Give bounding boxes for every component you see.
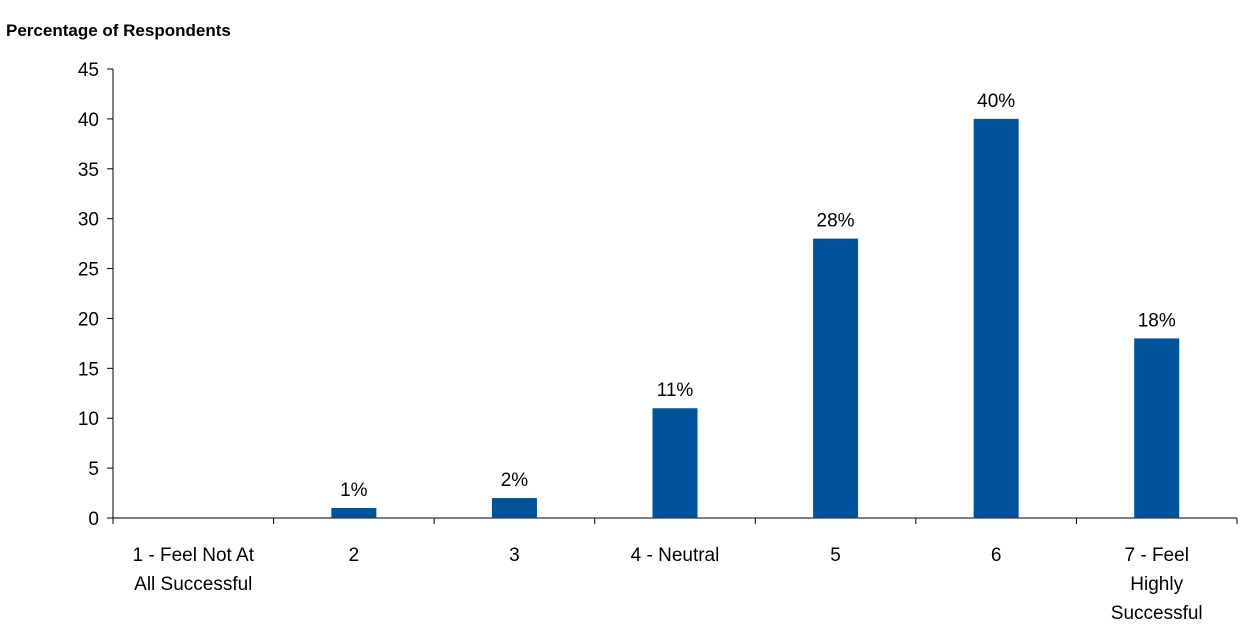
bar <box>813 238 859 518</box>
bar <box>491 498 537 518</box>
y-tick-label: 30 <box>78 210 99 231</box>
y-axis-title: Percentage of Respondents <box>6 21 231 40</box>
x-tick-label: 6 <box>991 545 1002 566</box>
y-tick-label: 5 <box>88 459 99 480</box>
x-tick-label-line: 3 <box>509 545 520 566</box>
x-tick-label-line: 1 - Feel Not At <box>133 545 255 566</box>
y-tick-label: 0 <box>88 509 99 530</box>
x-tick-label: 4 - Neutral <box>631 545 720 566</box>
data-label: 18% <box>1138 310 1176 331</box>
x-tick-label-line: 6 <box>991 545 1002 566</box>
data-labels: 1% 2% 11% 28% 40% 18% <box>340 91 1176 501</box>
x-tick-label-line: All Successful <box>134 574 252 595</box>
x-tick-label-line: Successful <box>1111 603 1203 624</box>
bars <box>331 118 1180 518</box>
y-tick-label: 35 <box>78 160 99 181</box>
x-tick-label-line: 7 - Feel <box>1125 545 1189 566</box>
y-tick-label: 15 <box>78 359 99 380</box>
data-label: 2% <box>501 470 529 491</box>
x-tick-label: 3 <box>509 545 520 566</box>
x-tick-label-line: Highly <box>1130 574 1183 595</box>
category-labels: 1 - Feel Not At All Successful 2 3 4 - Neutr… <box>133 545 1203 624</box>
data-label: 1% <box>340 480 368 501</box>
data-label: 40% <box>977 91 1015 112</box>
x-tick-label-line: 5 <box>830 545 841 566</box>
bar <box>331 508 377 518</box>
x-tick-label: 7 - Feel Highly Successful <box>1111 545 1203 624</box>
bar <box>652 408 698 518</box>
y-tick-label: 25 <box>78 260 99 281</box>
data-label: 11% <box>657 380 694 401</box>
y-tick-label: 20 <box>78 309 99 330</box>
y-ticks: 0 5 10 15 20 25 30 35 40 45 <box>78 60 113 530</box>
x-tick-label: 5 <box>830 545 841 566</box>
data-label: 28% <box>817 211 855 232</box>
y-tick-label: 10 <box>78 409 99 430</box>
y-tick-label: 45 <box>78 60 99 81</box>
x-tick-label: 1 - Feel Not At All Successful <box>133 545 255 595</box>
x-tick-label: 2 <box>349 545 360 566</box>
x-ticks <box>112 518 1238 524</box>
x-tick-label-line: 2 <box>349 545 360 566</box>
bar <box>1134 338 1180 518</box>
x-tick-label-line: 4 - Neutral <box>631 545 720 566</box>
y-tick-label: 40 <box>78 110 99 131</box>
bar <box>973 118 1019 518</box>
